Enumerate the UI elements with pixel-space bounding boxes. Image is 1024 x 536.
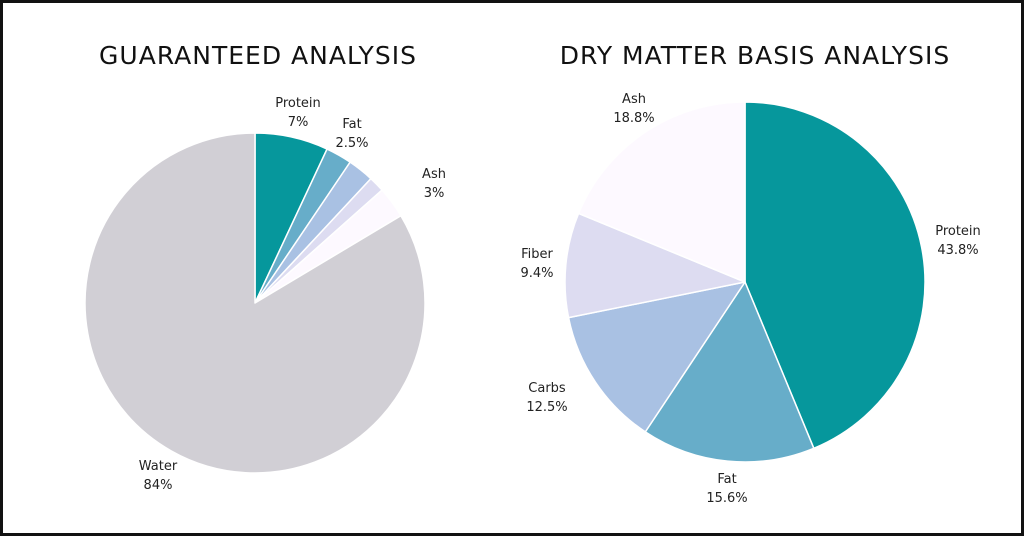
dry-matter-value-carbs: 12.5% — [526, 400, 567, 415]
dry-matter-label-fat: Fat — [717, 472, 736, 487]
dry-matter-value-fiber: 9.4% — [520, 266, 553, 281]
dry-matter-label-ash: Ash — [622, 92, 646, 107]
guaranteed-value-protein: 7% — [288, 115, 309, 130]
dry-matter-value-ash: 18.8% — [613, 111, 654, 126]
guaranteed-value-water: 84% — [144, 478, 173, 493]
labels-dry-matter-analysis: Protein 43.8% Fat 15.6% Carbs 12.5% Fiber 9.4% A… — [520, 92, 980, 506]
dry-matter-label-fiber: Fiber — [521, 247, 553, 262]
guaranteed-value-ash: 3% — [424, 186, 445, 201]
dry-matter-slice-fat — [644, 281, 815, 463]
pie-dry-matter-analysis — [564, 101, 926, 463]
dry-matter-value-protein: 43.8% — [937, 243, 978, 258]
chart-title-dry-matter: DRY MATTER BASIS ANALYSIS — [559, 41, 951, 70]
dry-matter-slice-protein — [744, 101, 926, 450]
guaranteed-slice-water — [84, 132, 426, 474]
dry-matter-slice-fiber — [564, 212, 746, 319]
guaranteed-label-ash: Ash — [422, 167, 446, 182]
dry-matter-label-protein: Protein — [935, 224, 981, 239]
dry-matter-label-carbs: Carbs — [528, 381, 566, 396]
guaranteed-label-protein: Protein — [275, 96, 321, 111]
chart-title-guaranteed: GUARANTEED ANALYSIS — [99, 41, 417, 70]
pie-guaranteed-analysis — [84, 132, 426, 474]
dry-matter-slice-carbs — [567, 281, 746, 433]
guaranteed-label-water: Water — [139, 459, 178, 474]
dry-matter-value-fat: 15.6% — [706, 491, 747, 506]
guaranteed-value-fat: 2.5% — [335, 136, 368, 151]
guaranteed-label-fat: Fat — [342, 117, 361, 132]
labels-guaranteed-analysis: Protein 7% Fat 2.5% Ash 3% Water 84% — [139, 96, 446, 493]
dry-matter-slice-ash — [577, 101, 746, 283]
